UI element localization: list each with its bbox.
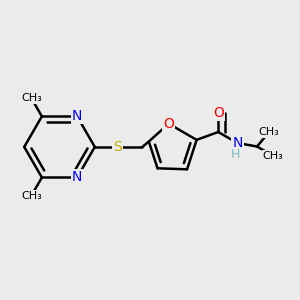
Text: CH₃: CH₃ bbox=[21, 190, 42, 200]
Text: S: S bbox=[113, 140, 122, 154]
Text: O: O bbox=[163, 117, 174, 131]
Text: CH₃: CH₃ bbox=[259, 128, 279, 137]
Text: N: N bbox=[72, 110, 82, 123]
Text: CH₃: CH₃ bbox=[21, 93, 42, 103]
Text: N: N bbox=[232, 136, 243, 150]
Text: N: N bbox=[72, 170, 82, 184]
Text: O: O bbox=[213, 106, 224, 120]
Text: H: H bbox=[231, 148, 241, 161]
Text: CH₃: CH₃ bbox=[262, 151, 283, 161]
